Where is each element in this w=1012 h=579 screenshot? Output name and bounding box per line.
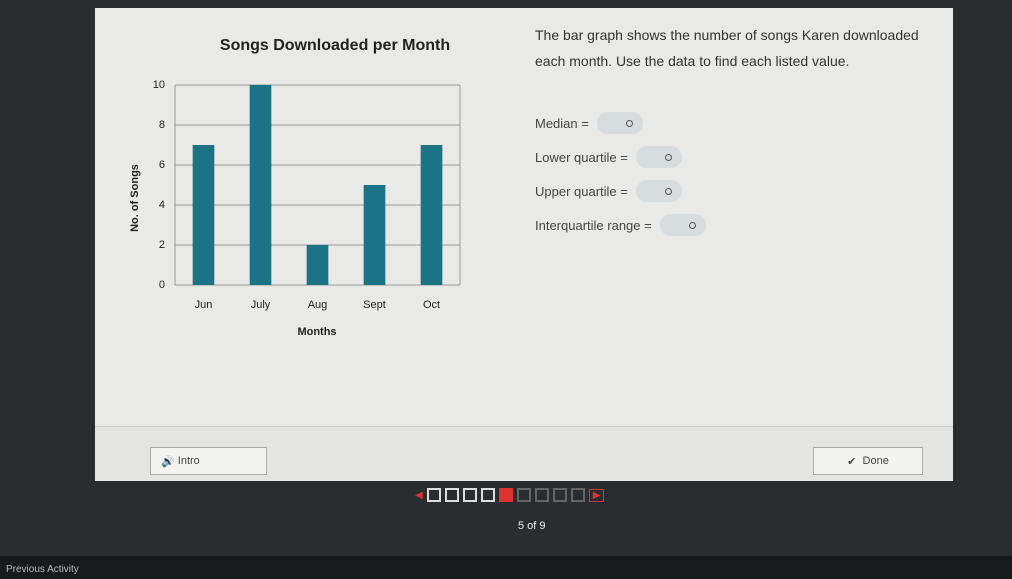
prompt: The bar graph shows the number of songs … (535, 27, 919, 69)
field-label: Median = (535, 115, 589, 131)
done-label: Done (862, 455, 889, 467)
intro-label: Intro (177, 455, 200, 467)
x-tick-label: Jun (195, 299, 213, 311)
y-tick-label: 8 (159, 119, 165, 131)
progress-step[interactable] (552, 488, 567, 502)
x-tick-label: Aug (308, 299, 328, 311)
bar (363, 185, 386, 285)
y-tick-label: 0 (159, 279, 165, 291)
progress-step[interactable] (480, 488, 495, 502)
bar (192, 145, 215, 285)
progress-step[interactable] (462, 488, 477, 502)
chart-title: Songs Downloaded per Month (220, 37, 450, 54)
progress-step[interactable] (426, 488, 441, 502)
progress-step[interactable] (570, 488, 585, 502)
footer: 🔊 Intro ✔ Done (95, 426, 953, 481)
done-button[interactable]: ✔ Done (813, 447, 923, 475)
bar (249, 85, 272, 285)
progress-step[interactable] (534, 488, 549, 502)
activity-panel: Songs Downloaded per Month Months No. of… (95, 8, 953, 481)
progress-bar: ◀ ▶ (415, 488, 605, 502)
field: Upper quartile = (535, 180, 682, 202)
x-tick-label: July (251, 299, 271, 311)
y-tick-label: 4 (159, 199, 165, 211)
x-axis-label: Months (297, 326, 336, 338)
previous-activity[interactable]: Previous Activity (0, 556, 1012, 579)
bar (306, 245, 329, 285)
y-tick-label: 6 (159, 159, 165, 171)
field-label: Upper quartile = (535, 183, 628, 199)
field-label: Interquartile range = (535, 217, 652, 233)
x-tick-label: Sept (363, 299, 386, 311)
dropdown[interactable] (635, 180, 682, 202)
progress-text: 5 of 9 (518, 520, 546, 532)
progress-step[interactable] (444, 488, 459, 502)
y-axis-label: No. of Songs (129, 164, 141, 232)
y-tick-label: 2 (159, 239, 165, 251)
progress-step[interactable] (498, 488, 513, 502)
progress-step[interactable] (516, 488, 531, 502)
dropdown[interactable] (596, 112, 643, 134)
y-tick-label: 10 (153, 79, 165, 91)
dropdown[interactable] (635, 146, 682, 168)
dropdown[interactable] (659, 214, 706, 236)
bar (420, 145, 443, 285)
intro-button[interactable]: 🔊 Intro (150, 447, 267, 475)
field: Interquartile range = (535, 214, 706, 236)
field: Lower quartile = (535, 146, 682, 168)
chart: Songs Downloaded per Month Months No. of… (129, 37, 461, 338)
x-tick-label: Oct (423, 299, 440, 311)
field-label: Lower quartile = (535, 149, 628, 165)
field: Median = (535, 112, 643, 134)
